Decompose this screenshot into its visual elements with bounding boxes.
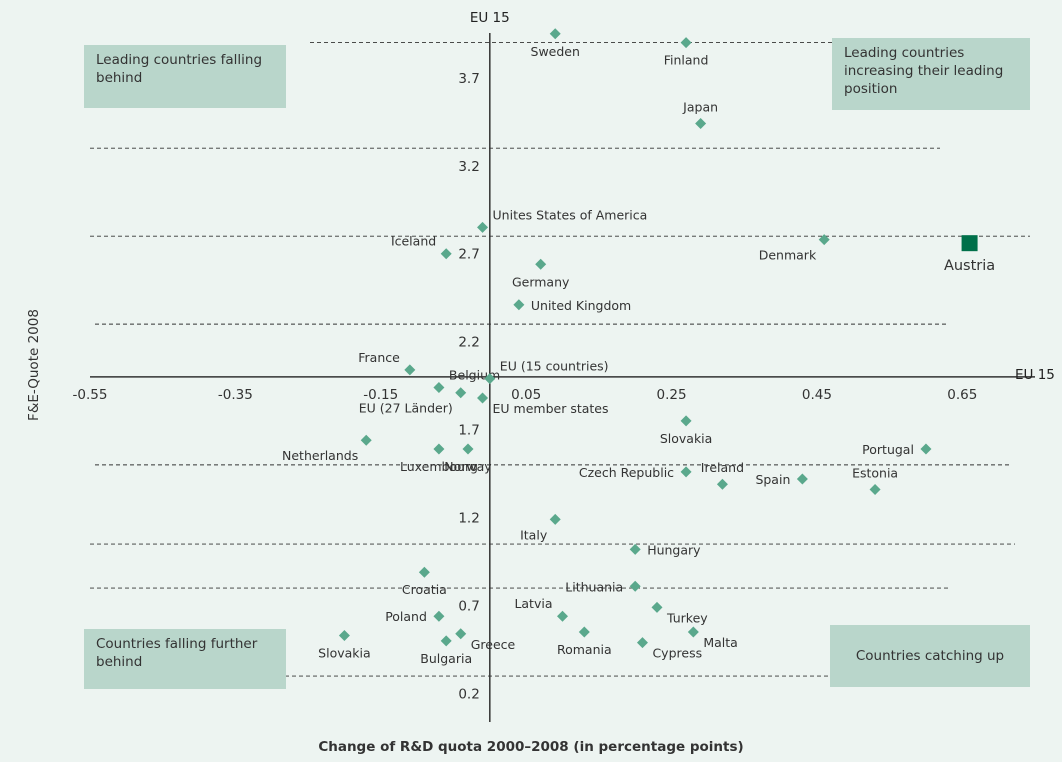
x-tick-label: -0.15: [363, 387, 398, 403]
data-point-label: Iceland: [391, 234, 436, 249]
data-point-label: EU member states: [493, 401, 609, 416]
quadrant-label-bottom-left: Countries falling further behind: [84, 629, 286, 689]
data-point-label: Poland: [385, 609, 427, 624]
y-tick-label: 1.2: [458, 511, 479, 527]
y-tick-label: 2.7: [458, 247, 479, 263]
data-point: [535, 258, 547, 270]
data-point: [433, 381, 445, 393]
quadrant-label-top-right: Leading countries increasing their leadi…: [832, 38, 1030, 110]
x-tick-label: 0.45: [802, 387, 832, 403]
x-tick-label: -0.35: [218, 387, 253, 403]
data-point: [360, 434, 372, 446]
data-point: [651, 601, 663, 613]
y-tick-label: 1.7: [458, 423, 479, 439]
data-point-label: EU (27 Länder): [359, 401, 453, 416]
data-point: [462, 443, 474, 455]
data-point-label: EU (15 countries): [500, 359, 609, 374]
vertical-axis-label: EU 15: [470, 10, 510, 26]
data-point: [455, 387, 467, 399]
y-axis-title: F&E-Quote 2008: [26, 309, 42, 421]
data-point: [629, 580, 641, 592]
y-tick-label: 3.7: [458, 71, 479, 87]
data-point-label: France: [358, 350, 400, 365]
data-point: [433, 443, 445, 455]
data-point: [680, 37, 692, 49]
y-tick-label: 3.2: [458, 159, 479, 175]
data-point: [477, 221, 489, 233]
data-point-label: Latvia: [514, 596, 552, 611]
quadrant-label-bottom-right: Countries catching up: [830, 625, 1030, 687]
data-point-label: Ireland: [701, 460, 744, 475]
data-point-label: Cypress: [652, 646, 702, 661]
data-point: [477, 392, 489, 404]
data-point-label: Greece: [471, 637, 516, 652]
data-point: [549, 28, 561, 40]
data-point: [549, 513, 561, 525]
data-point-highlight: [961, 235, 978, 252]
horizontal-axis-label: EU 15: [1015, 367, 1055, 383]
data-point: [695, 118, 707, 130]
data-point: [578, 626, 590, 638]
data-point: [818, 234, 830, 246]
data-point-label: Lithuania: [565, 579, 623, 594]
data-point-label: Sweden: [531, 44, 580, 59]
quadrant-label-top-left: Leading countries falling behind: [84, 45, 286, 108]
data-point-label: Bulgaria: [420, 651, 472, 666]
data-point-label: Japan: [682, 100, 718, 115]
data-point: [338, 630, 350, 642]
data-point-label: Denmark: [759, 248, 817, 263]
data-point-label: Estonia: [852, 466, 898, 481]
data-point: [920, 443, 932, 455]
data-point: [687, 626, 699, 638]
data-point: [636, 637, 648, 649]
data-point: [869, 484, 881, 496]
data-point-label: Netherlands: [282, 448, 358, 463]
y-tick-label: 0.7: [458, 599, 479, 615]
data-point: [796, 473, 808, 485]
data-point-label: Croatia: [402, 582, 447, 597]
x-tick-label: 0.65: [947, 387, 977, 403]
data-point-label: Malta: [703, 635, 737, 650]
data-point: [557, 610, 568, 622]
data-point-label: Austria: [944, 258, 995, 274]
x-tick-label: 0.25: [657, 387, 687, 403]
data-point-label: Slovakia: [318, 646, 370, 661]
data-point-label: Norway: [444, 459, 492, 474]
data-point-label: Italy: [520, 527, 548, 542]
y-tick-label: 2.2: [458, 335, 479, 351]
data-point: [484, 373, 496, 385]
data-point: [513, 299, 525, 311]
y-tick-label: 0.2: [458, 687, 479, 703]
data-point: [680, 466, 692, 478]
x-axis-title: Change of R&D quota 2000–2008 (in percen…: [318, 739, 743, 755]
data-point-label: Turkey: [666, 610, 708, 625]
data-point: [418, 566, 430, 578]
data-point-label: Czech Republic: [579, 465, 674, 480]
data-point-label: Spain: [755, 472, 790, 487]
data-point: [629, 543, 641, 555]
data-point: [404, 364, 416, 376]
data-point-label: Unites States of America: [493, 207, 648, 222]
data-point-label: Finland: [664, 53, 709, 68]
data-point: [716, 478, 728, 490]
data-point-label: Hungary: [647, 542, 701, 557]
x-tick-label: -0.55: [73, 387, 108, 403]
data-point-label: Romania: [557, 642, 612, 657]
data-point-label: Germany: [512, 274, 570, 289]
data-point: [433, 610, 445, 622]
data-point: [440, 635, 452, 647]
data-point-label: Slovakia: [660, 431, 712, 446]
data-point: [455, 628, 467, 640]
x-tick-label: 0.05: [511, 387, 541, 403]
data-point-label: United Kingdom: [531, 298, 631, 313]
data-point-label: Portugal: [862, 442, 914, 457]
data-point: [440, 248, 452, 260]
data-point-label: Luxembourg: [400, 459, 478, 474]
data-point: [680, 415, 692, 427]
